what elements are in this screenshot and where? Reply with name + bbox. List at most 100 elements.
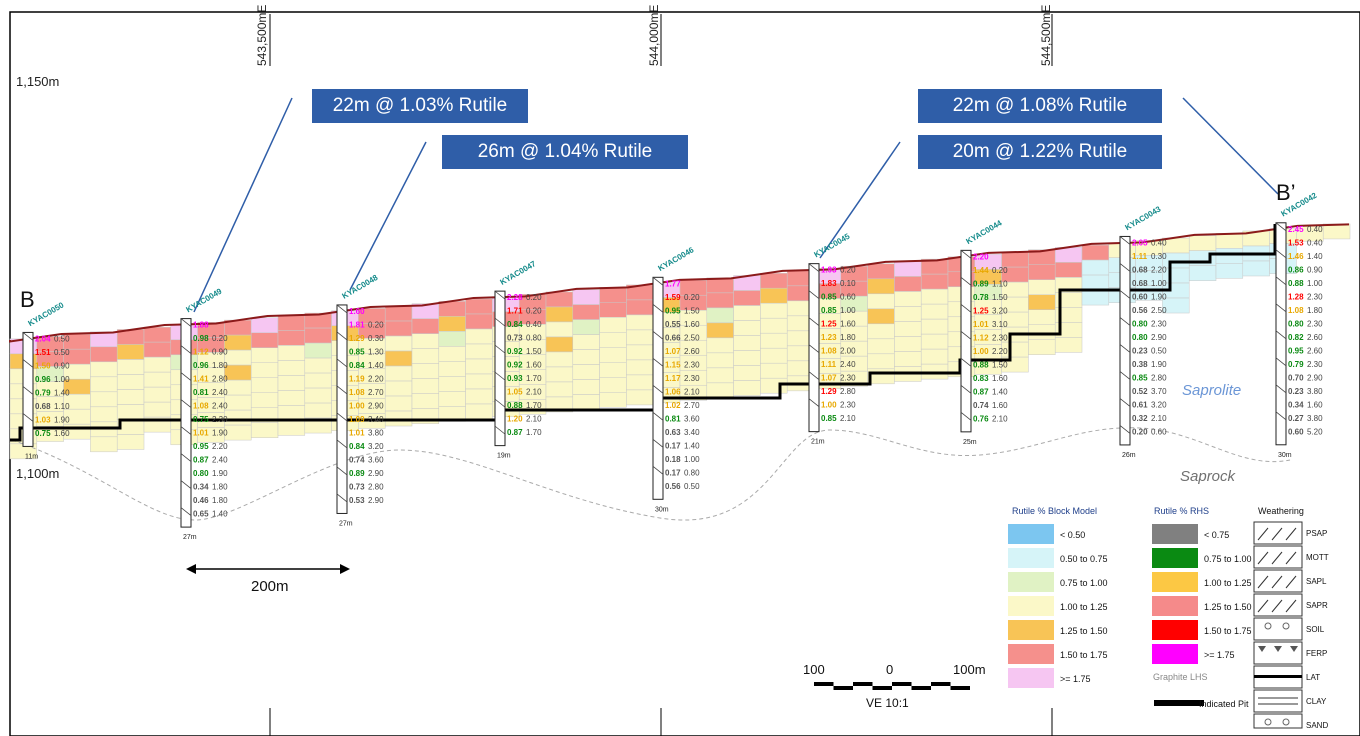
graphite-value: 0.40 <box>1307 238 1323 247</box>
block-cell <box>1054 262 1083 278</box>
legend-swatch <box>1152 620 1198 640</box>
rutile-value: 1.08 <box>1288 306 1304 315</box>
block-cell <box>384 320 413 337</box>
block-cell <box>1001 251 1029 268</box>
lithology-mark <box>652 438 664 448</box>
block-cell <box>706 307 734 324</box>
weathering-swatch <box>1253 641 1303 665</box>
graphite-value: 2.20 <box>992 347 1008 356</box>
lithology-mark <box>180 507 192 516</box>
legend-swatch <box>1152 572 1198 592</box>
graphite-value: 2.90 <box>1151 333 1167 342</box>
block-cell <box>277 420 306 436</box>
block-cell <box>90 331 118 348</box>
legend-rutile-rhs: Rutile % RHS Graphite LHS Indicated Pit … <box>1152 506 1252 709</box>
rutile-value: 0.74 <box>973 401 989 410</box>
rutile-value: 2.04 <box>35 334 51 343</box>
drillhole-column <box>180 318 192 528</box>
weathering-pattern <box>1285 527 1297 541</box>
block-cell <box>572 394 600 410</box>
drillhole-depth: 27m <box>183 534 197 541</box>
lithology-mark <box>180 372 192 381</box>
graphite-value: 1.60 <box>684 320 700 329</box>
rutile-value: 1.71 <box>507 307 523 316</box>
block-cell <box>760 332 788 349</box>
lithology-mark <box>180 345 192 354</box>
block-cell <box>90 346 118 363</box>
graphite-value: 1.40 <box>54 388 70 397</box>
rutile-value: 1.07 <box>665 347 681 356</box>
rutile-value: 0.96 <box>35 375 51 384</box>
scale-mid-label: 0 <box>886 662 893 677</box>
rutile-value: 0.95 <box>193 442 209 451</box>
legend-swatch <box>1008 596 1054 616</box>
block-cell <box>1242 260 1270 277</box>
block-cell <box>760 272 788 289</box>
rutile-value: 0.87 <box>193 456 209 465</box>
graphite-value: 2.10 <box>684 387 700 396</box>
weathering-pattern <box>1257 527 1269 541</box>
rutile-value: 0.83 <box>973 374 989 383</box>
rutile-value: 1.77 <box>665 279 681 288</box>
lithology-mark <box>336 331 348 341</box>
block-cell <box>224 349 252 366</box>
graphite-value: 1.90 <box>1151 360 1167 369</box>
block-cell <box>867 368 895 385</box>
rutile-value: 1.07 <box>821 374 837 383</box>
graphite-value: 1.60 <box>1307 400 1323 409</box>
block-cell <box>304 342 332 359</box>
rutile-value: 1.01 <box>973 320 989 329</box>
graphite-value: 0.60 <box>840 293 856 302</box>
lithology-mark <box>336 493 348 503</box>
graphite-value: 2.20 <box>1151 265 1167 274</box>
block-cell <box>545 306 574 323</box>
lithology-mark <box>1119 263 1131 272</box>
rutile-value: 1.17 <box>665 374 681 383</box>
rutile-value: 1.29 <box>349 334 365 343</box>
weathering-pattern <box>1257 575 1269 589</box>
graphite-value: 3.20 <box>992 306 1008 315</box>
section-end-label: B’ <box>1276 180 1296 205</box>
rutile-value: 0.65 <box>193 510 209 519</box>
rutile-value: 0.52 <box>1132 387 1148 396</box>
graphite-value: 3.10 <box>992 320 1008 329</box>
graphite-value: 0.20 <box>212 334 228 343</box>
legend-swatch <box>1008 548 1054 568</box>
rutile-value: 0.80 <box>1288 319 1304 328</box>
vertical-scale-bar: 100 0 100m VE 10:1 <box>803 662 986 710</box>
weathering-pattern <box>1271 599 1283 613</box>
weathering-pattern <box>1274 646 1282 652</box>
rutile-value: 0.60 <box>1132 292 1148 301</box>
lithology-mark <box>336 385 348 395</box>
block-cell <box>545 336 574 353</box>
legend-swatch <box>1008 572 1054 592</box>
graphite-value: 2.20 <box>212 442 228 451</box>
block-cell <box>465 328 493 345</box>
lithology-mark <box>808 398 820 407</box>
block-cell <box>733 365 761 381</box>
rutile-value: 1.00 <box>349 401 365 410</box>
block-cell <box>572 349 600 365</box>
rutile-value: 0.84 <box>349 361 365 370</box>
rutile-value: 0.34 <box>193 483 209 492</box>
graphite-value: 1.50 <box>526 347 542 356</box>
block-cell <box>1028 294 1056 311</box>
graphite-value: 3.80 <box>1307 414 1323 423</box>
graphite-value: 2.40 <box>212 456 228 465</box>
rutile-value: 0.95 <box>665 306 681 315</box>
legend-weathering: Weathering PSAP MOTT SAPL SAPR SOIL FERP LAT CL… <box>1253 506 1329 730</box>
graphite-value: 2.10 <box>526 388 542 397</box>
block-cell <box>545 351 574 368</box>
block-cell <box>626 374 654 391</box>
graphite-value: 3.60 <box>684 414 700 423</box>
block-cell <box>250 347 279 364</box>
graphite-value: 2.70 <box>368 388 384 397</box>
block-cell <box>733 320 761 336</box>
drillhole-column <box>494 290 506 447</box>
block-cell <box>384 395 413 412</box>
rutile-value: 1.11 <box>1132 252 1148 261</box>
block-cell <box>545 321 574 338</box>
block-cell <box>304 357 332 374</box>
block-cell <box>277 345 306 361</box>
